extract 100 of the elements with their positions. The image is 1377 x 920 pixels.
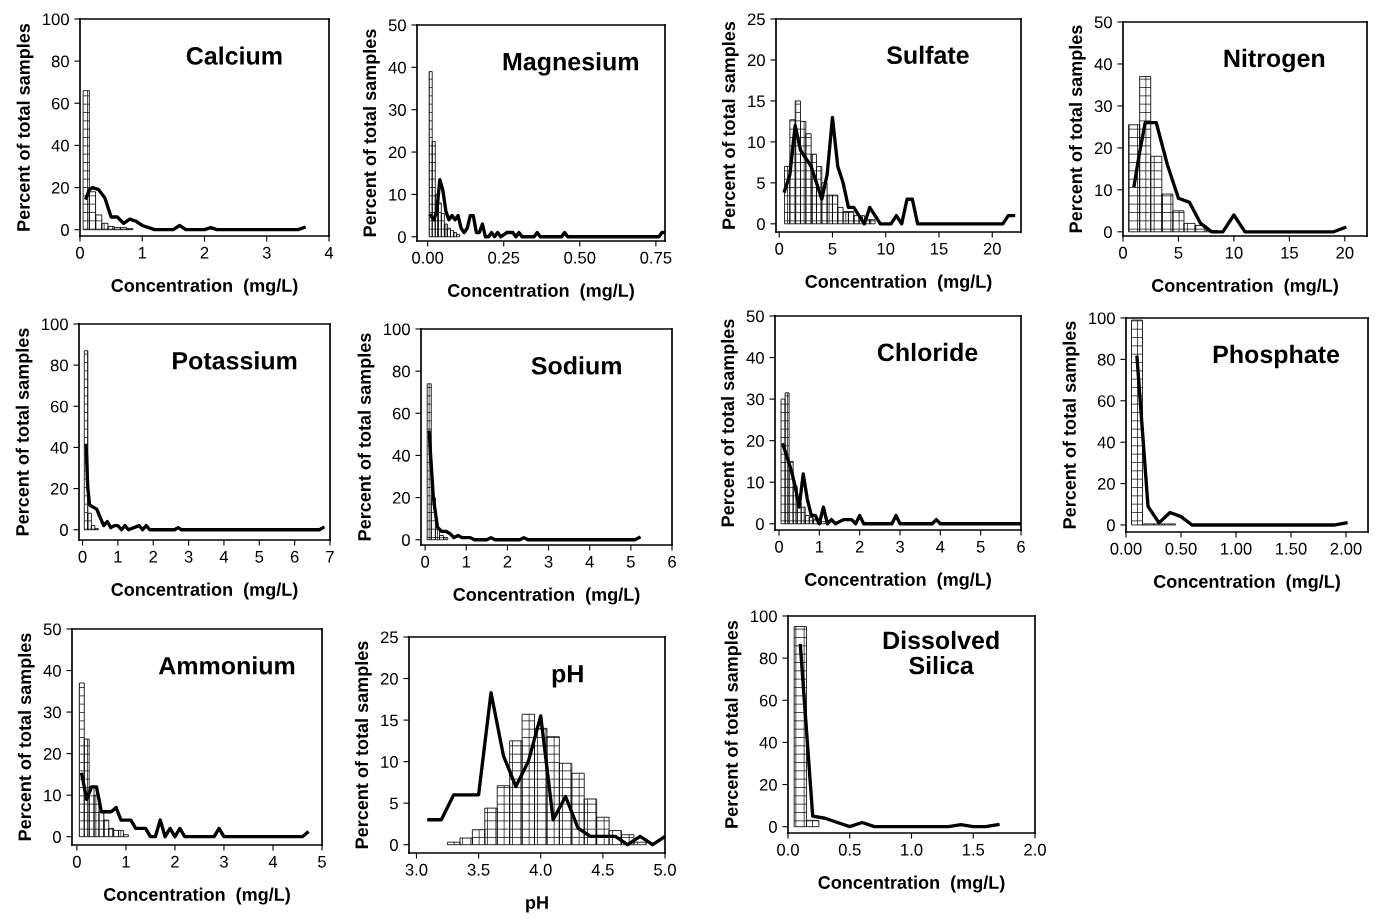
y-tick-label: 25 xyxy=(747,13,765,26)
x-tick-label: 6 xyxy=(290,550,299,563)
y-tick-label: 40 xyxy=(51,139,69,152)
y-tick-label: 40 xyxy=(1094,58,1112,71)
y-tick-label: 40 xyxy=(50,441,68,454)
x-tick-label: 4 xyxy=(936,541,945,553)
x-tick-label: 3 xyxy=(219,855,228,868)
x-tick-label: 5 xyxy=(1174,247,1183,259)
y-tick-label: 80 xyxy=(759,652,777,665)
x-tick-label: 20 xyxy=(1336,246,1354,259)
x-tick-label: 1 xyxy=(114,551,122,563)
y-tick-label: 30 xyxy=(388,104,406,116)
x-tick-label: 4 xyxy=(585,556,594,568)
y-axis-title: Percent of total samples xyxy=(724,620,742,828)
x-axis-title: Concentration (mg/L) xyxy=(111,278,298,296)
y-tick-label: 20 xyxy=(759,778,777,791)
y-tick-label: 10 xyxy=(747,476,764,489)
y-tick-label: 0 xyxy=(397,231,406,243)
x-axis-title: Concentration (mg/L) xyxy=(453,587,640,605)
y-tick-label: 0 xyxy=(1103,226,1112,239)
y-tick-label: 40 xyxy=(392,449,410,462)
x-tick-label: 0.0 xyxy=(777,843,799,856)
y-tick-label: 80 xyxy=(50,359,68,372)
x-tick-label: 10 xyxy=(1225,246,1243,259)
x-tick-label: 2.0 xyxy=(1024,843,1046,856)
x-tick-label: 2 xyxy=(503,555,512,568)
x-tick-label: 4 xyxy=(324,247,334,259)
x-tick-label: 5 xyxy=(318,856,326,868)
y-tick-label: 10 xyxy=(381,756,398,768)
y-tick-label: 0 xyxy=(756,218,765,231)
x-tick-label: 4.0 xyxy=(529,863,552,876)
text: Nitrogen xyxy=(1224,48,1325,73)
y-tick-label: 10 xyxy=(1095,184,1112,197)
y-tick-label: 25 xyxy=(380,631,398,644)
x-axis-title: Concentration (mg/L) xyxy=(1153,574,1340,592)
text: Calcium xyxy=(186,46,282,65)
y-tick-label: 40 xyxy=(746,351,764,364)
text: Phosphate xyxy=(1213,344,1340,369)
y-axis-title: Percent of total samples xyxy=(721,21,739,229)
x-axis-title: Concentration (mg/L) xyxy=(111,582,298,600)
x-tick-label: 0 xyxy=(1119,246,1127,259)
x-tick-label: 2 xyxy=(149,550,158,563)
x-tick-label: 0.00 xyxy=(412,251,444,264)
y-axis-title: Percent of total samples xyxy=(362,29,380,237)
y-tick-label: 80 xyxy=(392,365,410,378)
x-tick-label: 15 xyxy=(1281,247,1298,259)
x-tick-label: 3.0 xyxy=(405,863,428,876)
x-tick-label: 2 xyxy=(171,855,179,868)
y-tick-label: 0 xyxy=(755,518,764,530)
x-tick-label: 3 xyxy=(184,550,193,563)
y-tick-label: 20 xyxy=(1097,477,1115,490)
y-tick-label: 20 xyxy=(51,181,69,194)
y-tick-label: 60 xyxy=(51,97,69,110)
y-tick-label: 100 xyxy=(42,318,68,331)
text: Sodium xyxy=(531,356,621,375)
x-tick-label: 6 xyxy=(668,555,676,568)
y-axis-title: Percent of total samples xyxy=(1068,25,1086,233)
y-tick-label: 15 xyxy=(748,95,765,108)
x-tick-label: 7 xyxy=(326,551,334,563)
y-tick-label: 30 xyxy=(1094,100,1112,113)
y-axis-title: Percent of total samples xyxy=(720,319,738,527)
y-tick-label: 60 xyxy=(392,407,410,420)
x-tick-label: 3 xyxy=(262,246,271,259)
text: Chloride xyxy=(877,342,978,362)
text: Potassium xyxy=(173,351,297,370)
x-tick-label: 0.50 xyxy=(1165,542,1197,555)
text: Dissolved Silica xyxy=(883,630,999,675)
y-tick-label: 80 xyxy=(1097,353,1115,366)
y-axis-title: Percent of total samples xyxy=(1062,321,1080,529)
y-axis-title: Percent of total samples xyxy=(15,328,33,536)
y-tick-label: 30 xyxy=(43,706,61,719)
y-axis-title: Percent of total samples xyxy=(16,23,34,231)
x-tick-label: 5 xyxy=(976,541,985,553)
text: Sulfate xyxy=(886,45,969,65)
y-tick-label: 0 xyxy=(60,224,69,236)
x-tick-label: 5 xyxy=(626,556,635,568)
x-tick-label: 1.0 xyxy=(901,843,923,856)
x-axis-title: Concentration (mg/L) xyxy=(804,572,991,590)
y-tick-label: 60 xyxy=(1097,395,1115,407)
x-tick-label: 3.5 xyxy=(467,863,490,876)
x-tick-label: 5.0 xyxy=(654,863,676,876)
x-tick-label: 1 xyxy=(462,556,471,568)
text: Magnesium xyxy=(503,52,638,76)
x-tick-label: 0.25 xyxy=(488,251,520,264)
x-tick-label: 0.5 xyxy=(838,843,861,856)
y-tick-label: 15 xyxy=(381,714,398,727)
x-tick-label: 5 xyxy=(828,243,837,255)
y-tick-label: 5 xyxy=(389,797,398,810)
y-tick-label: 50 xyxy=(746,310,764,323)
x-tick-label: 0.00 xyxy=(1110,542,1142,555)
y-tick-label: 100 xyxy=(1089,312,1115,325)
x-tick-label: 1 xyxy=(138,247,147,259)
x-tick-label: 3 xyxy=(896,540,904,553)
x-axis-title: Concentration (mg/L) xyxy=(1151,278,1338,296)
y-tick-label: 20 xyxy=(1094,142,1112,155)
y-tick-label: 60 xyxy=(50,400,68,413)
y-tick-label: 50 xyxy=(388,19,406,32)
x-tick-label: 20 xyxy=(983,242,1001,255)
y-tick-label: 20 xyxy=(392,491,410,504)
y-tick-label: 0 xyxy=(768,821,777,833)
